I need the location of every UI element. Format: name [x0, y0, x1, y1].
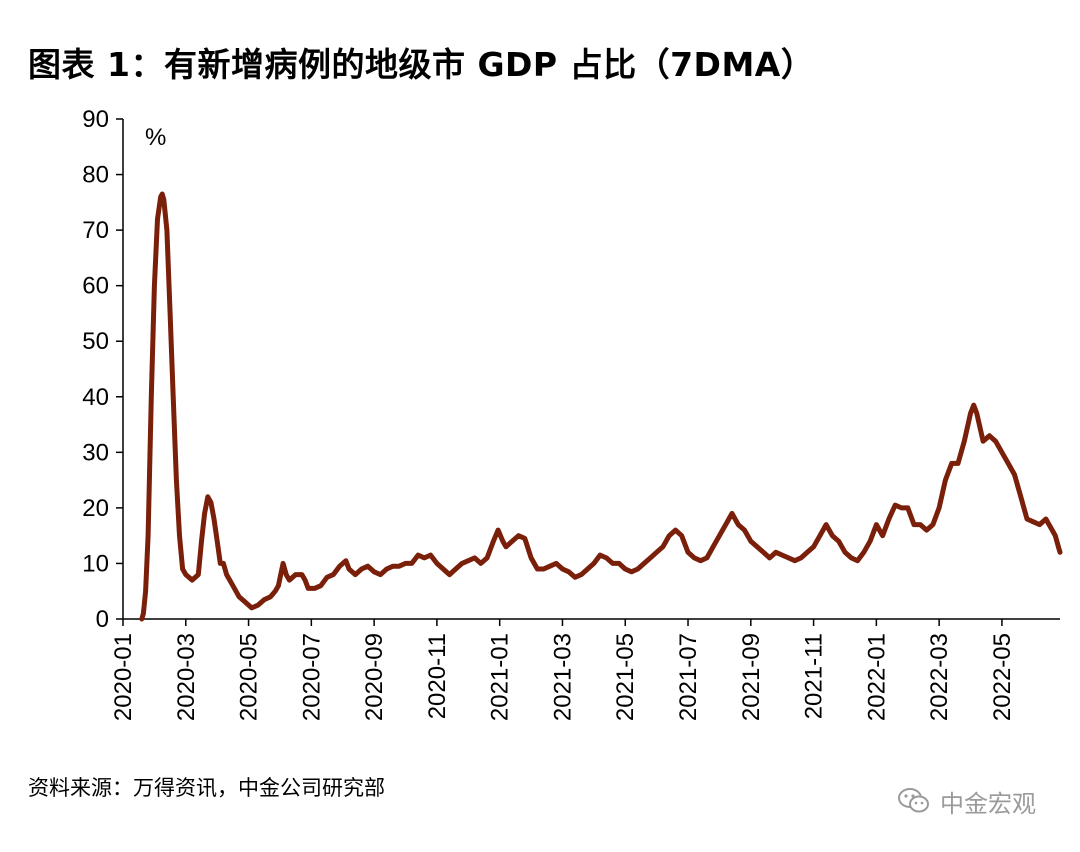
- y-tick-label: 20: [82, 495, 109, 522]
- y-axis: 0 10 20 30 40 50 60 70 80 90: [82, 106, 124, 633]
- chart-title: 图表 1：有新增病例的地级市 GDP 占比（7DMA）: [28, 45, 815, 84]
- x-tick-label: 2020-01: [110, 633, 137, 721]
- y-tick-label: 0: [96, 606, 109, 633]
- wechat-icon: [898, 788, 929, 813]
- x-tick-label: 2020-09: [361, 633, 388, 721]
- y-tick-label: 30: [82, 439, 109, 466]
- series-layer: [139, 191, 1063, 622]
- x-tick-label: 2020-03: [173, 633, 200, 721]
- x-tick-label: 2021-09: [738, 633, 765, 721]
- x-tick-label: 2020-07: [298, 633, 325, 721]
- x-tick-label: 2022-03: [926, 633, 953, 721]
- x-tick-label: 2020-05: [236, 633, 263, 721]
- y-tick-label: 50: [82, 328, 109, 355]
- x-tick-label: 2022-05: [989, 633, 1016, 721]
- y-tick-label: 10: [82, 550, 109, 577]
- y-unit-label: %: [145, 124, 166, 151]
- source-note: 资料来源：万得资讯，中金公司研究部: [28, 776, 385, 800]
- series-line: [139, 191, 1063, 622]
- y-tick-label: 70: [82, 217, 109, 244]
- x-tick-label: 2020-11: [424, 633, 451, 719]
- watermark: 中金宏观: [896, 783, 1036, 819]
- y-tick-label: 90: [82, 106, 109, 133]
- y-tick-label: 80: [82, 162, 109, 189]
- watermark-text: 中金宏观: [940, 789, 1036, 818]
- x-tick-label: 2021-05: [612, 633, 639, 721]
- x-tick-label: 2022-01: [863, 633, 890, 721]
- x-tick-label: 2021-11: [801, 633, 828, 719]
- x-tick-label: 2021-07: [675, 633, 702, 721]
- y-tick-label: 40: [82, 384, 109, 411]
- x-axis: 2020-01 2020-03 2020-05 2020-07 2020-09 2020-…: [110, 618, 1060, 721]
- x-tick-label: 2021-01: [487, 633, 514, 721]
- x-tick-label: 2021-03: [549, 633, 576, 721]
- y-tick-label: 60: [82, 273, 109, 300]
